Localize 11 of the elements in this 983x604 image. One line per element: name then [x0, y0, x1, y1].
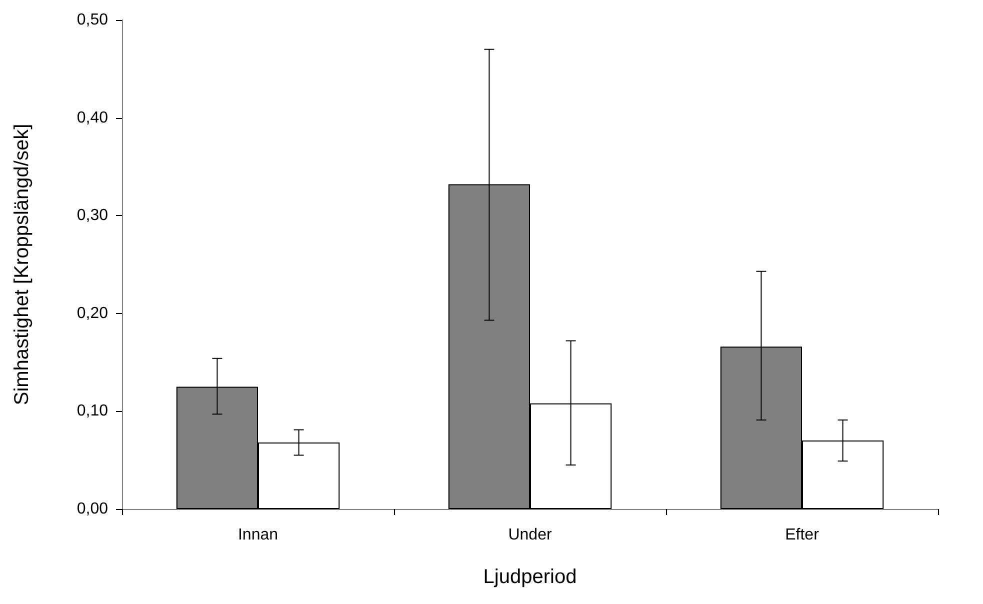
x-axis-title: Ljudperiod [483, 566, 577, 588]
y-tick-label: 0,40 [76, 109, 108, 126]
x-tick-label: Efter [785, 526, 820, 544]
y-tick-label: 0,10 [76, 402, 108, 420]
y-tick-label: 0,20 [76, 304, 108, 322]
x-tick-label: Innan [238, 526, 278, 544]
y-tick-label: 0,30 [76, 207, 108, 224]
y-tick-label: 0,00 [76, 500, 108, 518]
y-tick-label: 0,50 [76, 12, 108, 28]
x-tick-label: Under [508, 526, 552, 544]
y-axis-title: Simhastighet [Kroppslängd/sek] [11, 124, 33, 406]
